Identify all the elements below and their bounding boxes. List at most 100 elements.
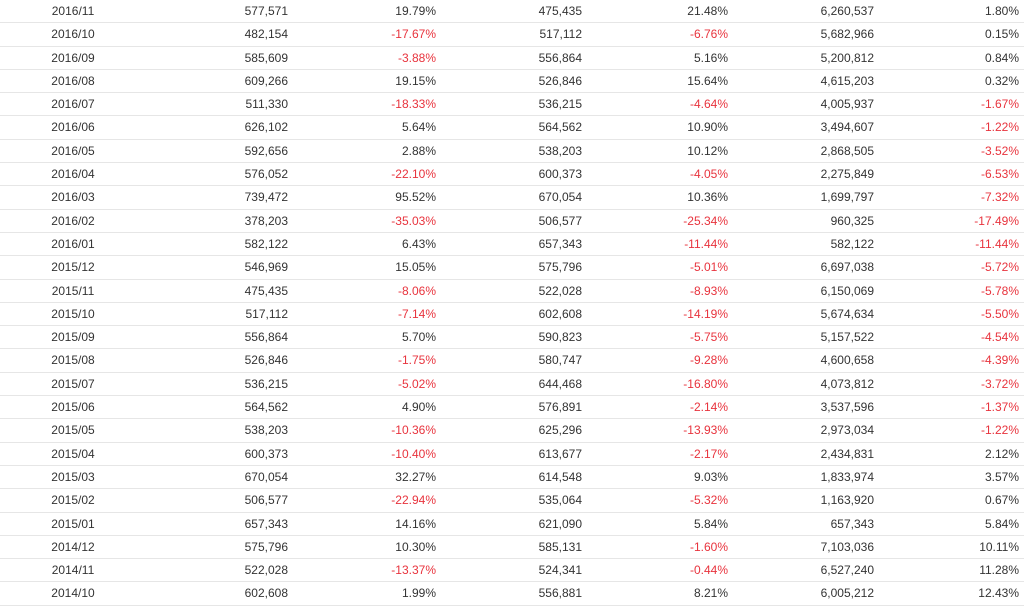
table-row: 2015/11 475,435 -8.06% 522,028 -8.93% 6,150,0… — [0, 280, 1024, 303]
table-row: 2015/02 506,577 -22.94% 535,064 -5.32% 1,163,… — [0, 489, 1024, 513]
month-cell: 2015/06 — [51, 400, 95, 415]
value-a-cell: 378,203 — [244, 213, 288, 228]
value-a-cell: 575,796 — [244, 539, 288, 554]
change-b-cell: -1.60% — [689, 539, 728, 554]
cumulative-cell: 4,600,658 — [820, 353, 874, 368]
change-c-cell: 10.11% — [979, 539, 1019, 554]
value-b-cell: 576,891 — [538, 400, 582, 415]
change-c-cell: 12.43% — [978, 586, 1019, 601]
change-c-cell: 1.80% — [984, 4, 1019, 18]
month-cell: 2015/09 — [51, 330, 95, 345]
value-b-cell: 625,296 — [538, 423, 582, 438]
change-c-cell: -11.44% — [975, 236, 1019, 251]
change-b-cell: -5.75% — [689, 330, 728, 345]
change-b-cell: 10.90% — [687, 120, 728, 135]
change-b-cell: 8.21% — [693, 586, 728, 601]
change-c-cell: -1.37% — [980, 400, 1019, 415]
value-b-cell: 644,468 — [538, 376, 582, 391]
change-a-cell: 6.43% — [401, 236, 436, 251]
change-a-cell: -22.94% — [391, 493, 436, 508]
value-b-cell: 517,112 — [539, 27, 583, 42]
value-a-cell: 538,203 — [244, 423, 288, 438]
value-a-cell: 506,577 — [244, 493, 288, 508]
month-cell: 2015/02 — [51, 493, 95, 508]
change-b-cell: -8.93% — [689, 283, 728, 298]
change-c-cell: 3.57% — [984, 469, 1019, 484]
value-a-cell: 577,571 — [244, 4, 288, 18]
month-cell: 2016/01 — [51, 236, 95, 251]
change-a-cell: -35.03% — [391, 213, 436, 228]
cumulative-cell: 1,833,974 — [820, 469, 874, 484]
change-b-cell: 5.16% — [693, 50, 728, 65]
change-b-cell: -0.44% — [689, 563, 728, 578]
table-row: 2015/03 670,054 32.27% 614,548 9.03% 1,833,97… — [0, 466, 1024, 490]
value-b-cell: 613,677 — [538, 446, 582, 461]
value-b-cell: 522,028 — [538, 283, 582, 298]
change-b-cell: 10.36% — [687, 190, 728, 205]
cumulative-cell: 2,275,849 — [820, 167, 874, 182]
change-c-cell: -1.22% — [980, 423, 1019, 438]
change-c-cell: 0.84% — [984, 50, 1019, 65]
change-b-cell: -4.64% — [689, 97, 728, 112]
change-c-cell: -1.22% — [980, 120, 1019, 135]
table-row: 2016/08 609,266 19.15% 526,846 15.64% 4,615,2… — [0, 70, 1024, 94]
month-cell: 2015/07 — [51, 376, 95, 391]
change-c-cell: -4.39% — [980, 353, 1019, 368]
value-b-cell: 614,548 — [538, 469, 582, 484]
table-row: 2016/11 577,571 19.79% 475,435 21.48% 6,260,5… — [0, 0, 1024, 24]
month-cell: 2016/05 — [51, 143, 95, 158]
month-cell: 2015/04 — [51, 446, 95, 461]
change-b-cell: 21.48% — [687, 4, 728, 18]
change-a-cell: 95.52% — [395, 190, 436, 205]
cumulative-cell: 7,103,036 — [820, 539, 874, 554]
value-b-cell: 585,131 — [538, 539, 582, 554]
month-cell: 2015/05 — [51, 423, 95, 438]
table-row: 2015/08 526,846 -1.75% 580,747 -9.28% 4,600,6… — [0, 349, 1024, 373]
change-b-cell: -16.80% — [683, 376, 728, 391]
value-a-cell: 600,373 — [244, 446, 288, 461]
change-b-cell: -9.28% — [689, 353, 728, 368]
cumulative-cell: 4,615,203 — [820, 73, 874, 88]
value-b-cell: 538,203 — [538, 143, 582, 158]
change-a-cell: -13.37% — [391, 563, 436, 578]
cumulative-cell: 1,699,797 — [820, 190, 874, 205]
cumulative-cell: 1,163,920 — [820, 493, 874, 508]
cumulative-cell: 2,973,034 — [820, 423, 874, 438]
cumulative-cell: 6,005,212 — [820, 586, 874, 601]
table-row: 2016/03 739,472 95.52% 670,054 10.36% 1,699,7… — [0, 186, 1024, 210]
change-a-cell: 19.15% — [395, 73, 436, 88]
value-a-cell: 585,609 — [244, 50, 288, 65]
change-a-cell: -10.36% — [391, 423, 436, 438]
change-a-cell: 32.27% — [395, 469, 436, 484]
change-c-cell: -5.78% — [980, 283, 1019, 298]
table-row: 2015/10 517,112 -7.14% 602,608 -14.19% 5,674,… — [0, 303, 1024, 327]
table-row: 2015/09 556,864 5.70% 590,823 -5.75% 5,157,52… — [0, 326, 1024, 350]
cumulative-cell: 6,697,038 — [820, 260, 874, 275]
cumulative-cell: 5,200,812 — [820, 50, 874, 65]
change-b-cell: -14.19% — [683, 306, 728, 321]
change-a-cell: -3.88% — [397, 50, 436, 65]
change-a-cell: 10.30% — [395, 539, 436, 554]
value-b-cell: 535,064 — [538, 493, 582, 508]
cumulative-cell: 5,157,522 — [820, 330, 874, 345]
change-b-cell: 9.03% — [693, 469, 728, 484]
table-row: 2014/11 522,028 -13.37% 524,341 -0.44% 6,527,… — [0, 559, 1024, 583]
value-a-cell: 609,266 — [244, 73, 288, 88]
cumulative-cell: 6,527,240 — [820, 563, 874, 578]
change-c-cell: -5.72% — [980, 260, 1019, 275]
cumulative-cell: 4,073,812 — [820, 376, 874, 391]
change-c-cell: -7.32% — [980, 190, 1019, 205]
value-b-cell: 475,435 — [538, 4, 582, 18]
month-cell: 2016/06 — [51, 120, 95, 135]
month-cell: 2015/03 — [51, 469, 95, 484]
change-b-cell: -5.32% — [689, 493, 728, 508]
value-b-cell: 670,054 — [538, 190, 582, 205]
change-a-cell: 5.64% — [401, 120, 436, 135]
cumulative-cell: 6,150,069 — [820, 283, 874, 298]
value-a-cell: 511,330 — [245, 97, 289, 112]
month-cell: 2014/10 — [51, 586, 95, 601]
change-b-cell: -2.14% — [689, 400, 728, 415]
change-c-cell: 2.12% — [984, 446, 1019, 461]
change-c-cell: 11.28% — [979, 563, 1019, 578]
